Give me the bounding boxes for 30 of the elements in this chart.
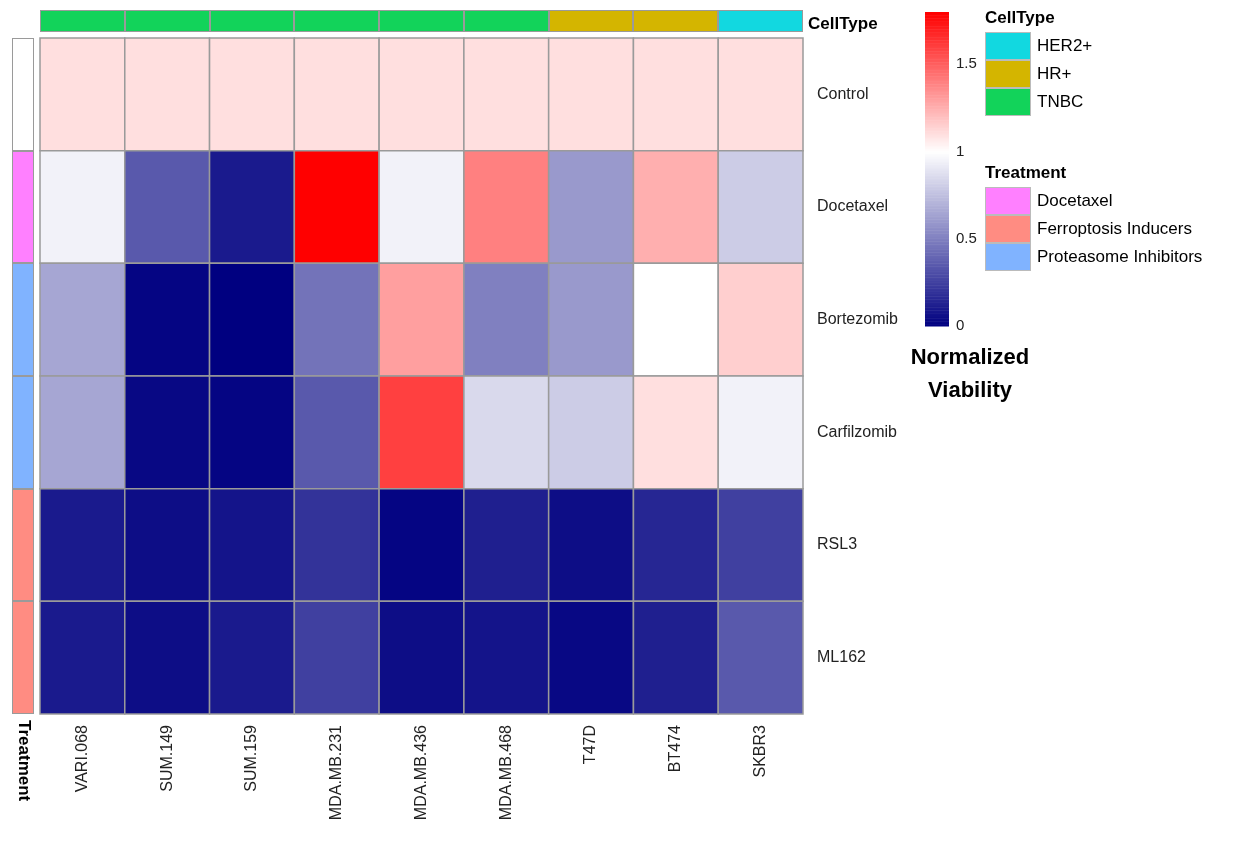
legend-label: TNBC — [1037, 92, 1084, 112]
x-tick-label: MDA.MB.231 — [327, 724, 345, 821]
x-tick-label: SUM.149 — [157, 724, 175, 792]
y-tick-label: Docetaxel — [817, 197, 889, 215]
y-tick-label: Carfilzomib — [817, 422, 898, 440]
legend-label: Ferroptosis Inducers — [1037, 219, 1192, 239]
chart-title: Treatment — [15, 720, 34, 802]
color-bar-label: 1.5 — [956, 54, 977, 72]
x-tick-label: BT474 — [666, 724, 684, 773]
x-tick-label: MDA.MB.468 — [496, 724, 514, 821]
y-tick-label: RSL3 — [817, 535, 858, 553]
legend-label: HR+ — [1037, 64, 1072, 84]
text: CellType — [985, 8, 1056, 28]
x-tick-label: T47D — [581, 725, 599, 765]
text: Treatment — [985, 163, 1068, 183]
color-bar-label: 0.5 — [956, 228, 977, 246]
chart-title: CellType — [808, 14, 878, 33]
x-tick-label: MDA.MB.436 — [411, 724, 429, 821]
x-tick-label: VARI.068 — [72, 724, 90, 793]
legend-label: Docetaxel — [1037, 191, 1113, 211]
color-bar-label: 0 — [956, 316, 965, 334]
legend-label: HER2+ — [1037, 36, 1093, 56]
y-tick-label: Control — [817, 84, 869, 102]
x-tick-label: SUM.159 — [242, 724, 260, 792]
color-bar-title: Normalized Viability — [909, 343, 1031, 404]
color-bar-label: 1 — [956, 141, 965, 159]
legend-label: Proteasome Inhibitors — [1037, 247, 1203, 267]
x-tick-label: SKBR3 — [751, 724, 769, 778]
y-tick-label: ML162 — [817, 648, 867, 666]
y-tick-label: Bortezomib — [817, 310, 899, 328]
